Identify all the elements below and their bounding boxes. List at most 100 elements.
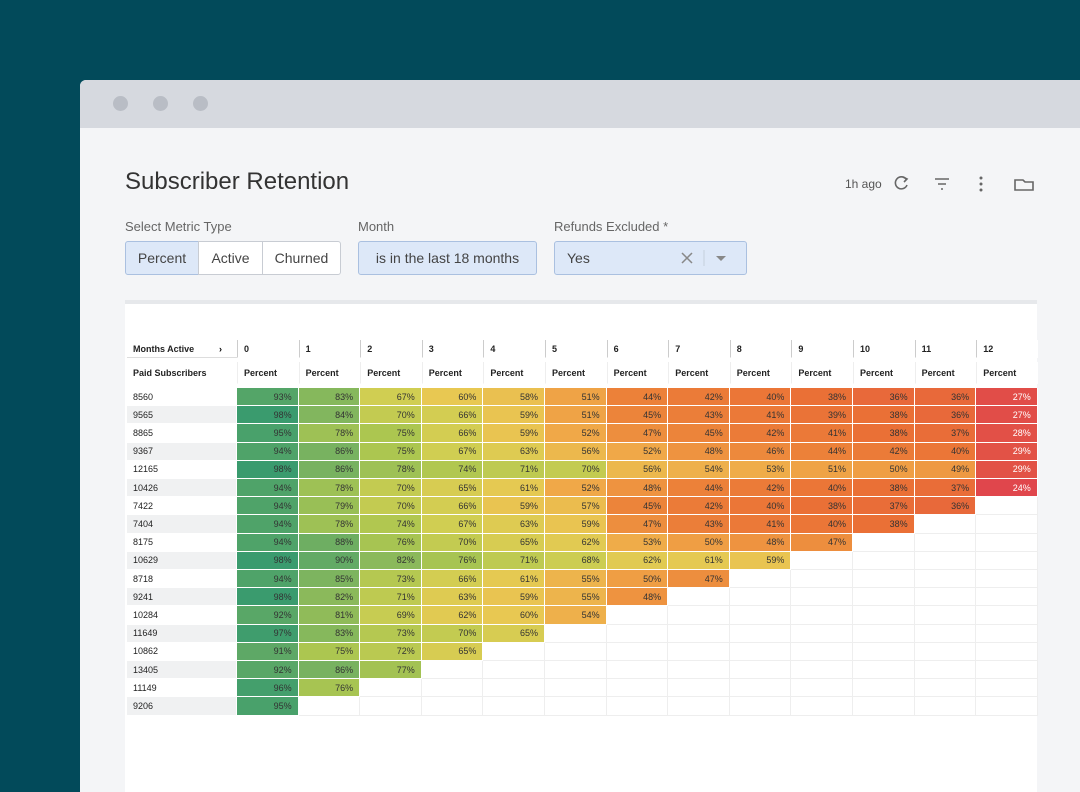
empty-cell [853, 570, 915, 589]
retention-cell: 92% [237, 606, 299, 625]
empty-cell [976, 533, 1038, 552]
retention-cell: 53% [729, 460, 792, 479]
retention-cell: 43% [668, 515, 730, 534]
empty-cell [421, 697, 484, 716]
retention-cell: 78% [298, 424, 361, 443]
folder-icon[interactable] [1014, 179, 1034, 191]
retention-cell: 83% [298, 388, 361, 407]
retention-cell: 65% [421, 479, 484, 498]
retention-cell: 56% [606, 460, 669, 479]
retention-cell: 60% [421, 388, 484, 407]
empty-cell [729, 679, 792, 698]
empty-cell [545, 697, 607, 716]
retention-cell: 77% [360, 661, 422, 680]
retention-cell: 73% [360, 624, 422, 643]
column-header: 11 [914, 340, 977, 358]
cohort-size: 12165 [127, 460, 237, 479]
retention-cell: 55% [545, 588, 607, 607]
retention-cell: 52% [545, 424, 607, 443]
retention-cell: 61% [668, 551, 730, 570]
filter-icon[interactable] [935, 178, 949, 190]
retention-cell: 40% [729, 388, 792, 407]
dropdown-icon[interactable] [716, 256, 726, 261]
retention-cell: 62% [421, 606, 484, 625]
retention-cell: 38% [853, 479, 915, 498]
retention-cell: 71% [483, 460, 545, 479]
retention-cell: 83% [298, 624, 361, 643]
retention-cell: 93% [237, 388, 299, 407]
empty-cell [914, 624, 977, 643]
retention-cell: 92% [237, 661, 299, 680]
metric-option[interactable]: Churned [262, 241, 341, 275]
expand-icon: › [219, 340, 231, 358]
empty-cell [729, 606, 792, 625]
app-window: Subscriber Retention 1h ago Select Metri… [80, 80, 1080, 792]
retention-cell: 88% [298, 533, 361, 552]
filter-label: Month [358, 219, 395, 234]
empty-cell [976, 642, 1038, 661]
retention-cell: 69% [360, 606, 422, 625]
refresh-arrow[interactable] [902, 176, 909, 183]
empty-cell [729, 588, 792, 607]
cohort-size: 10629 [127, 551, 237, 570]
cohort-size: 11149 [127, 679, 237, 698]
empty-cell [853, 697, 915, 716]
retention-cell: 27% [976, 406, 1038, 425]
retention-cell: 65% [421, 642, 484, 661]
retention-cell: 29% [976, 460, 1038, 479]
cohort-size: 8560 [127, 388, 237, 407]
empty-cell [606, 697, 669, 716]
empty-cell [791, 697, 853, 716]
retention-cell: 70% [545, 460, 607, 479]
refresh-icon[interactable] [894, 176, 908, 190]
retention-cell: 85% [298, 570, 361, 589]
retention-cell: 51% [545, 388, 607, 407]
retention-cell: 94% [237, 570, 299, 589]
column-header: 1 [298, 340, 361, 358]
cohort-size: 9367 [127, 442, 237, 461]
retention-cell: 27% [976, 388, 1038, 407]
retention-cell: 37% [914, 479, 977, 498]
retention-cell: 52% [606, 442, 669, 461]
retention-cell: 44% [606, 388, 669, 407]
retention-cell: 53% [606, 533, 669, 552]
empty-cell [976, 624, 1038, 643]
retention-cell: 66% [421, 406, 484, 425]
retention-cell: 38% [853, 406, 915, 425]
empty-cell [729, 697, 792, 716]
retention-cell: 70% [360, 497, 422, 516]
column-subheader: Percent [976, 362, 1038, 384]
month-filter[interactable]: is in the last 18 months [358, 241, 537, 275]
column-header: 8 [729, 340, 792, 358]
retention-cell: 96% [237, 679, 299, 698]
retention-cell: 76% [360, 533, 422, 552]
filter-label: Refunds Excluded * [554, 219, 669, 234]
empty-cell [729, 661, 792, 680]
retention-cell: 38% [853, 424, 915, 443]
retention-cell: 90% [298, 551, 361, 570]
clear-icon[interactable] [681, 252, 693, 264]
retention-cell: 70% [360, 406, 422, 425]
retention-cell: 49% [914, 460, 977, 479]
retention-cell: 71% [483, 551, 545, 570]
retention-cell: 36% [853, 388, 915, 407]
empty-cell [606, 642, 669, 661]
metric-option[interactable]: Active [198, 241, 263, 275]
retention-cell: 66% [421, 424, 484, 443]
retention-cell: 48% [606, 479, 669, 498]
empty-cell [853, 661, 915, 680]
empty-cell [914, 551, 977, 570]
empty-cell [853, 533, 915, 552]
retention-cell: 94% [237, 515, 299, 534]
metric-option[interactable]: Percent [125, 241, 199, 275]
retention-cell: 86% [298, 661, 361, 680]
retention-cell: 86% [298, 460, 361, 479]
empty-cell [421, 679, 484, 698]
retention-cell: 94% [237, 479, 299, 498]
empty-cell [483, 697, 545, 716]
retention-cell: 61% [483, 479, 545, 498]
column-header: 3 [421, 340, 484, 358]
retention-cell: 38% [791, 388, 853, 407]
refunds-filter[interactable]: Yes [554, 241, 747, 275]
column-header: 0 [237, 340, 299, 358]
